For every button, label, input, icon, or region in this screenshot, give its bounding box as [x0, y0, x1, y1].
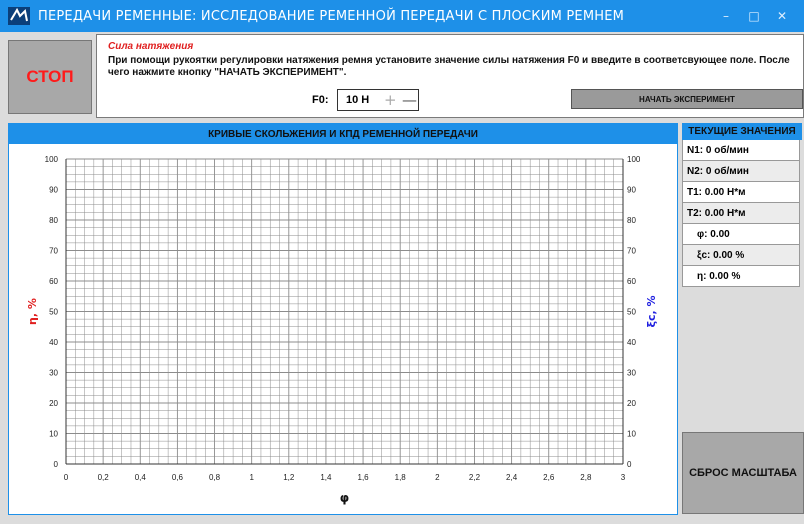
- stop-button[interactable]: СТОП: [8, 40, 92, 114]
- x-axis-label: φ: [340, 491, 349, 505]
- value-t2: T2: 0.00 Н*м: [682, 203, 800, 224]
- y-tick-label: 90: [49, 186, 58, 195]
- value-n1: N1: 0 об/мин: [682, 140, 800, 161]
- chart-panel: КРИВЫЕ СКОЛЬЖЕНИЯ И КПД РЕМЕННОЙ ПЕРЕДАЧ…: [8, 123, 678, 515]
- x-tick-label: 1,4: [320, 473, 332, 482]
- maximize-button[interactable]: □: [748, 9, 760, 23]
- y-axis-label: η, %: [26, 298, 39, 325]
- x-tick-label: 2: [435, 473, 440, 482]
- y-tick-label: 60: [49, 277, 58, 286]
- x-tick-label: 1,6: [358, 473, 370, 482]
- y-tick-label: 10: [49, 430, 58, 439]
- y-tick-label: 30: [49, 369, 58, 378]
- x-tick-label: 0,4: [135, 473, 147, 482]
- y-tick-label: 50: [49, 308, 58, 317]
- value-slip: ξс: 0.00 %: [682, 245, 800, 266]
- app-logo-icon: [8, 7, 30, 25]
- reset-scale-button[interactable]: СБРОС МАСШТАБА: [682, 432, 804, 514]
- y-tick-label: 40: [49, 338, 58, 347]
- x-tick-label: 2,6: [543, 473, 555, 482]
- x-tick-label: 1,2: [283, 473, 295, 482]
- x-tick-label: 2,2: [469, 473, 481, 482]
- y2-tick-label: 80: [627, 216, 636, 225]
- value-efficiency: η: 0.00 %: [682, 266, 800, 287]
- x-tick-label: 3: [621, 473, 626, 482]
- x-tick-label: 1: [249, 473, 254, 482]
- y2-tick-label: 60: [627, 277, 636, 286]
- x-tick-label: 2,8: [580, 473, 592, 482]
- value-t1: T1: 0.00 Н*м: [682, 182, 800, 203]
- current-values-panel: ТЕКУЩИЕ ЗНАЧЕНИЯ N1: 0 об/мин N2: 0 об/м…: [682, 123, 802, 295]
- f0-decrement-button[interactable]: —: [402, 91, 417, 109]
- x-tick-label: 1,8: [395, 473, 407, 482]
- y-tick-label: 80: [49, 216, 58, 225]
- y-tick-label: 70: [49, 247, 58, 256]
- y-tick-label: 100: [45, 155, 59, 164]
- y2-tick-label: 0: [627, 460, 632, 469]
- x-tick-label: 2,4: [506, 473, 518, 482]
- instruction-title: Сила натяжения: [108, 41, 194, 52]
- f0-stepper[interactable]: 10 Н + —: [337, 89, 419, 111]
- x-tick-label: 0,8: [209, 473, 221, 482]
- y2-tick-label: 30: [627, 369, 636, 378]
- f0-input[interactable]: 10 Н: [346, 94, 370, 106]
- title-bar: ПЕРЕДАЧИ РЕМЕННЫЕ: ИССЛЕДОВАНИЕ РЕМЕННОЙ…: [0, 0, 804, 32]
- chart-header: КРИВЫЕ СКОЛЬЖЕНИЯ И КПД РЕМЕННОЙ ПЕРЕДАЧ…: [9, 124, 677, 144]
- y2-tick-label: 50: [627, 308, 636, 317]
- value-phi: φ: 0.00: [682, 224, 800, 245]
- minimize-button[interactable]: –: [723, 9, 729, 23]
- y-tick-label: 20: [49, 399, 58, 408]
- y2-tick-label: 70: [627, 247, 636, 256]
- y2-axis-label: ξс, %: [645, 295, 658, 327]
- y-tick-label: 0: [54, 460, 59, 469]
- start-experiment-button[interactable]: НАЧАТЬ ЭКСПЕРИМЕНТ: [571, 89, 803, 109]
- x-tick-label: 0,2: [98, 473, 110, 482]
- y2-tick-label: 90: [627, 186, 636, 195]
- close-button[interactable]: ✕: [776, 9, 788, 23]
- instruction-text: При помощи рукоятки регулировки натяжени…: [108, 55, 790, 78]
- window-title: ПЕРЕДАЧИ РЕМЕННЫЕ: ИССЛЕДОВАНИЕ РЕМЕННОЙ…: [38, 8, 625, 24]
- instruction-panel: Сила натяжения При помощи рукоятки регул…: [96, 34, 804, 118]
- f0-increment-button[interactable]: +: [384, 91, 397, 109]
- x-tick-label: 0,6: [172, 473, 184, 482]
- current-values-header: ТЕКУЩИЕ ЗНАЧЕНИЯ: [682, 123, 802, 140]
- window-controls: – □ ✕: [712, 0, 796, 32]
- y2-tick-label: 40: [627, 338, 636, 347]
- f0-label: F0:: [312, 94, 329, 106]
- y2-tick-label: 10: [627, 430, 636, 439]
- x-tick-label: 0: [64, 473, 69, 482]
- y2-tick-label: 20: [627, 399, 636, 408]
- y2-tick-label: 100: [627, 155, 641, 164]
- value-n2: N2: 0 об/мин: [682, 161, 800, 182]
